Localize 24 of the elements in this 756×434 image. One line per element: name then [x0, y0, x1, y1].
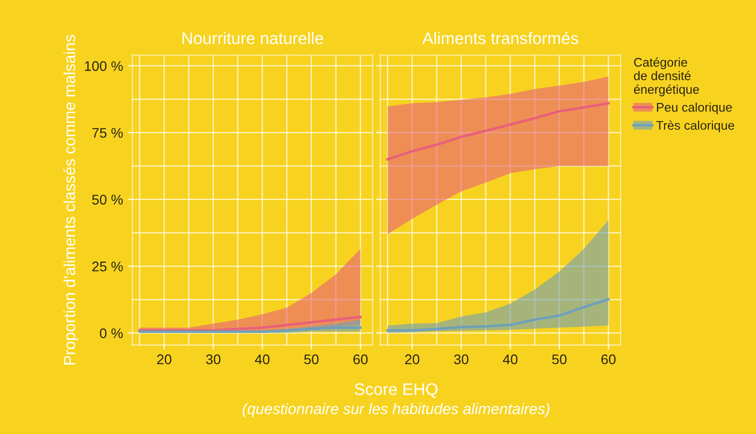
legend-title: Catégorie de densité énergétique	[634, 57, 699, 96]
y-tick-label: 0 %	[100, 328, 123, 338]
x-tick-label: 20	[157, 354, 172, 364]
x-tick-label: 50	[552, 354, 567, 364]
line-series	[138, 316, 362, 332]
x-tick-label: 40	[254, 354, 270, 364]
y-tick-label: 25 %	[92, 262, 123, 272]
chart-title: Aliments transformés	[422, 32, 578, 44]
y-tick-label: 50 %	[92, 194, 123, 205]
x-tick-label: 40	[502, 354, 518, 364]
x-axis-title: Score EHQ	[354, 383, 438, 398]
y-tick-label: 75 %	[92, 128, 123, 138]
x-tick-label: 30	[454, 354, 468, 364]
x-tick-label: 50	[304, 354, 319, 364]
chart-title: Nourriture naturelle	[182, 32, 324, 44]
x-tick-label: 30	[206, 354, 220, 364]
x-tick-label: 60	[601, 354, 616, 364]
y-axis-title: Proportion d'aliments classés comme malsains	[63, 34, 78, 364]
text: (questionnaire sur les habitudes alimentaires)	[242, 403, 550, 418]
x-tick-label: 20	[405, 354, 420, 364]
x-tick-label: 60	[353, 354, 368, 364]
y-tick-label: 100 %	[84, 61, 123, 71]
legend-label: Très calorique	[656, 120, 734, 132]
legend-label: Peu calorique	[656, 102, 732, 114]
